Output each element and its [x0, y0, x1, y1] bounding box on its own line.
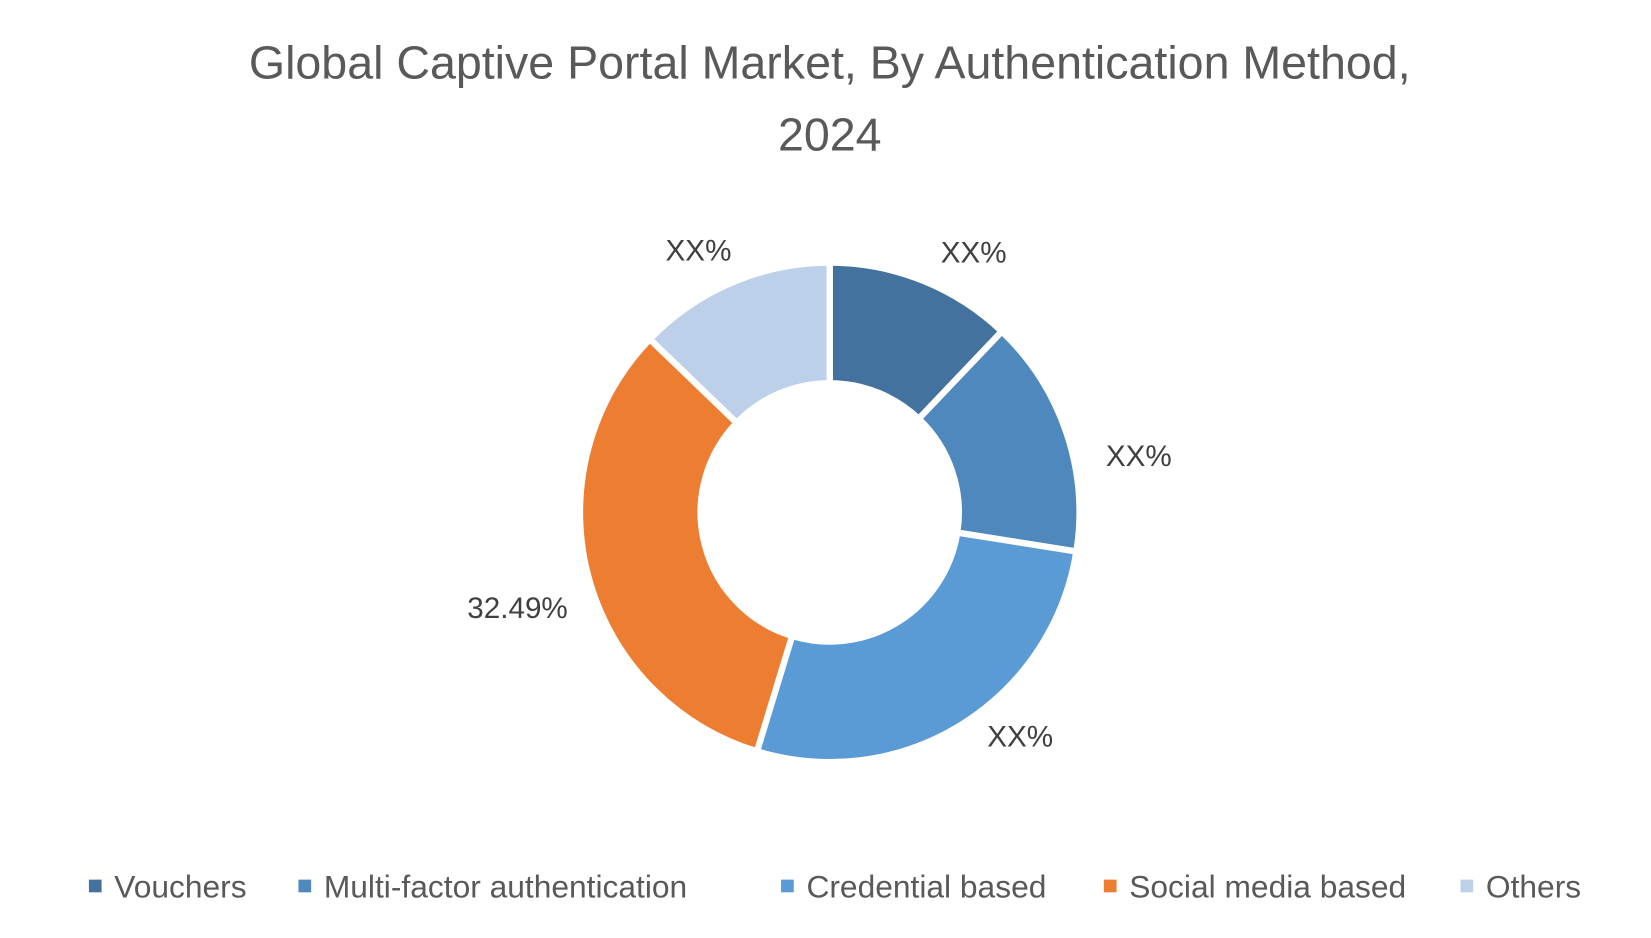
legend-label: Others [1486, 869, 1581, 905]
legend-swatch [781, 879, 794, 893]
slice-credential-based [752, 528, 1081, 766]
chart-title-line-2: 2024 [778, 108, 882, 160]
slice-social-media-based [576, 334, 797, 756]
legend-item: Others [1460, 869, 1581, 905]
legend-label: Vouchers [114, 869, 246, 905]
legend-item: Social media based [1103, 869, 1406, 905]
data-label: XX% [987, 720, 1053, 753]
legend-item: Multi-factor authentication [298, 869, 687, 905]
data-label: 32.49% [467, 592, 567, 625]
legend-label: Multi-factor authentication [324, 869, 687, 905]
slice-multi-factor-authentication [914, 326, 1083, 556]
data-label: XX% [941, 237, 1007, 270]
legend-swatch [298, 879, 312, 893]
legend-swatch [1103, 879, 1117, 893]
legend-label: Social media based [1129, 869, 1406, 905]
legend-item: Credential based [781, 869, 1046, 905]
data-label: XX% [1106, 440, 1172, 473]
legend-item: Vouchers [88, 869, 247, 905]
legend-label: Credential based [806, 869, 1046, 905]
legend-swatch [1460, 879, 1474, 893]
data-label: XX% [666, 235, 732, 268]
slice-others [645, 259, 833, 428]
chart-title-line-1: Global Captive Portal Market, By Authent… [249, 36, 1411, 88]
legend-swatch [88, 879, 102, 893]
